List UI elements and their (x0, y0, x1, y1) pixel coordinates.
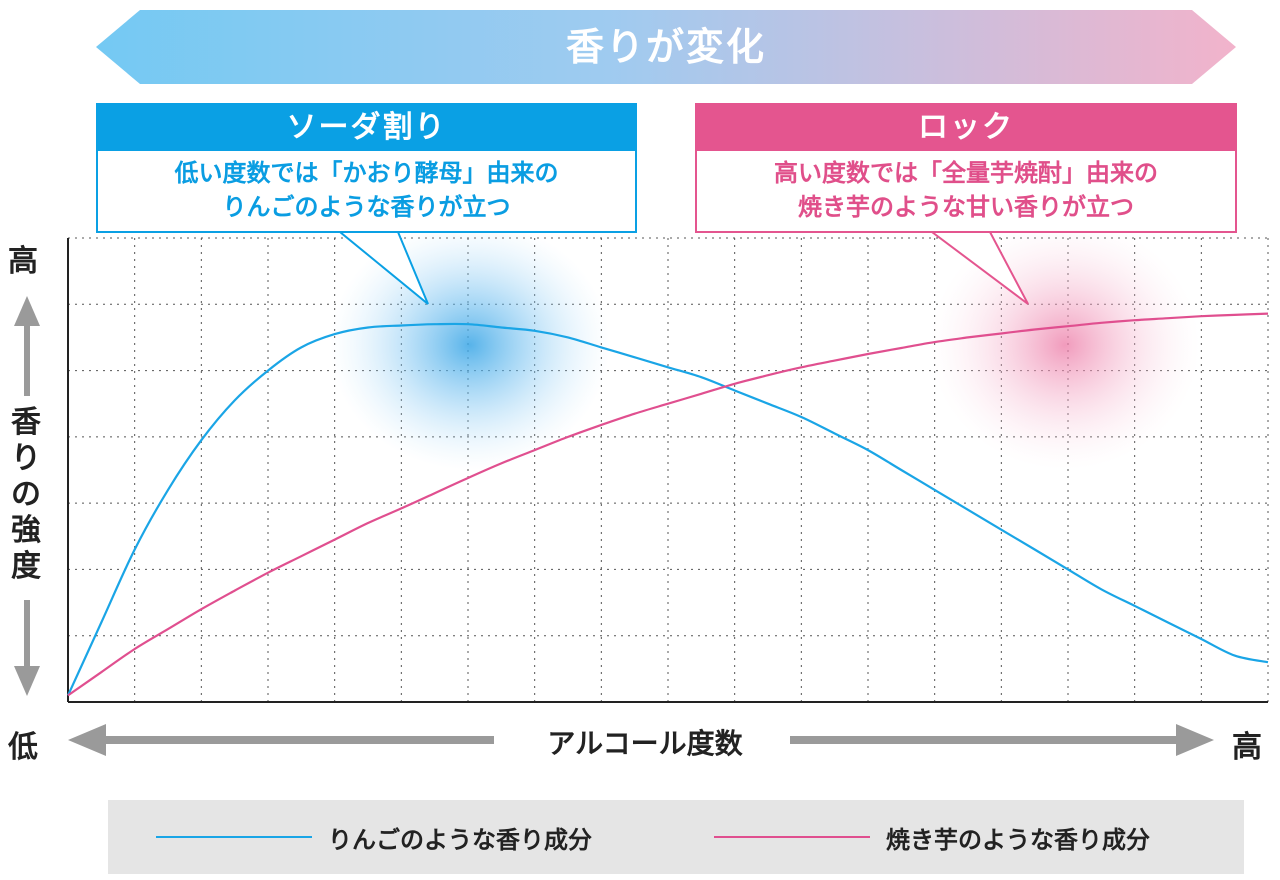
soda-callout-line2: りんごのような香りが立つ (222, 193, 511, 221)
legend-label-imo-aroma: 焼き芋のような香り成分 (886, 825, 1150, 854)
rock-callout: ロック 高い度数では「全量芋焼酎」由来の 焼き芋のような甘い香りが立つ (695, 103, 1237, 233)
imo-aroma-glow (930, 220, 1200, 470)
aroma-change-banner: 香りが変化 (96, 10, 1236, 84)
x-axis-right-arrow (790, 724, 1214, 756)
soda-callout: ソーダ割り 低い度数では「かおり酵母」由来の りんごのような香りが立つ (96, 103, 637, 233)
legend-swatch-pink (714, 836, 870, 838)
y-axis-low-label: 低 (8, 730, 38, 765)
y-axis-label-char: り (11, 441, 41, 476)
chart-grid (68, 237, 1269, 702)
imo-aroma-series-line (67, 312, 1269, 697)
rock-callout-title: ロック (697, 105, 1235, 151)
y-axis-down-arrow (14, 600, 40, 696)
x-axis-left-arrow (68, 724, 494, 756)
y-axis-high-label: 高 (8, 244, 38, 279)
y-axis-label-char: 度 (11, 549, 41, 584)
legend-item-apple-aroma: りんごのような香り成分 (156, 800, 592, 874)
apple-aroma-glow (330, 220, 610, 470)
y-axis-up-arrow (14, 296, 40, 396)
rock-callout-line2: 焼き芋のような甘い香りが立つ (798, 193, 1134, 221)
legend-label-apple-aroma: りんごのような香り成分 (328, 825, 592, 854)
x-axis-label: アルコール度数 (547, 727, 743, 760)
chart-axes (67, 238, 1268, 703)
y-axis-label-char: の (11, 477, 41, 512)
y-axis-label-char: 強 (11, 513, 41, 548)
legend-item-imo-aroma: 焼き芋のような香り成分 (714, 800, 1150, 874)
legend-swatch-blue (156, 836, 312, 838)
banner-title: 香りが変化 (565, 25, 766, 69)
y-axis-label: 香 り の 強 度 (8, 405, 44, 585)
soda-callout-line1: 低い度数では「かおり酵母」由来の (174, 159, 559, 187)
chart-series (67, 312, 1269, 697)
chart-legend: りんごのような香り成分 焼き芋のような香り成分 (108, 800, 1244, 874)
y-axis-label-char: 香 (11, 405, 41, 440)
apple-aroma-series-line (67, 322, 1269, 696)
soda-callout-title: ソーダ割り (98, 105, 635, 151)
rock-callout-line1: 高い度数では「全量芋焼酎」由来の (774, 159, 1158, 187)
x-axis-high-label: 高 (1232, 730, 1262, 765)
